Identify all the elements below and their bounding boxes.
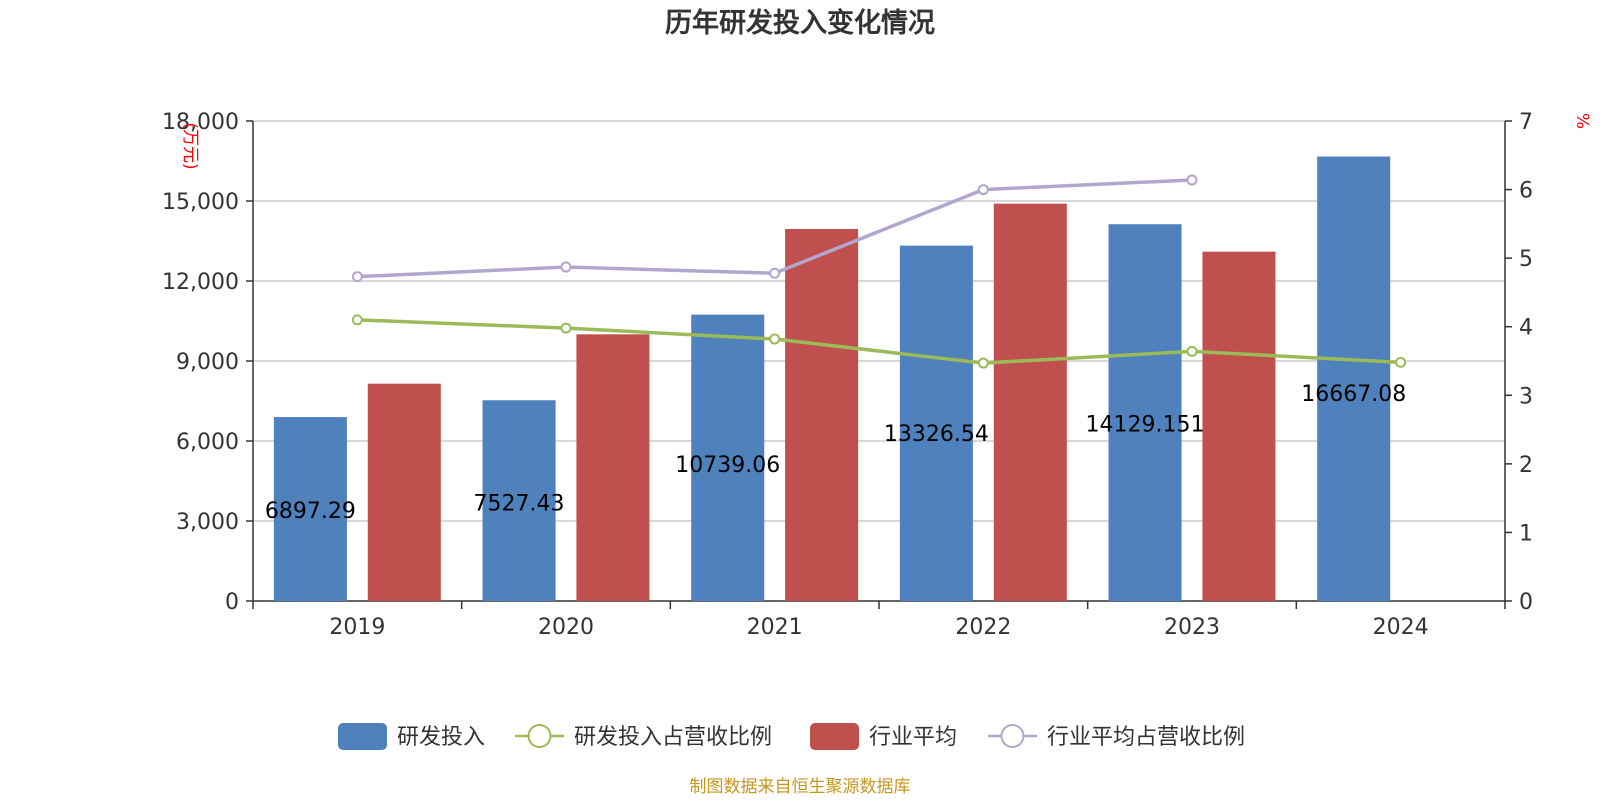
legend-item-行业平均: 行业平均 xyxy=(810,723,957,750)
x-tick-label: 2019 xyxy=(329,615,385,640)
y-left-tick-label: 18,000 xyxy=(162,110,239,135)
y-left-tick-label: 15,000 xyxy=(162,190,239,215)
legend-marker xyxy=(1000,724,1025,748)
point-研发投入占营收比例 xyxy=(1186,345,1198,357)
line-研发投入占营收比例 xyxy=(357,318,1401,365)
y-right-tick-label: 6 xyxy=(1519,179,1533,204)
bar-行业平均-2019 xyxy=(367,383,441,601)
data-label: 13326.54 xyxy=(884,422,989,447)
point-行业平均占营收比例 xyxy=(351,271,363,283)
legend-item-行业平均占营收比例: 行业平均占营收比例 xyxy=(988,724,1245,750)
axis-layer: 0 3,000 6,000 9,000 12,000 15,000 18,000 0 1 2 3 4 5… xyxy=(162,110,1592,640)
legend-marker xyxy=(527,724,552,748)
bar-研发投入-2020 xyxy=(482,400,556,601)
y-right-tick-label: 1 xyxy=(1519,521,1533,546)
bar-研发投入-2024 xyxy=(1317,156,1391,601)
x-tick-label: 2021 xyxy=(747,615,803,640)
point-研发投入占营收比例 xyxy=(560,322,572,334)
point-行业平均占营收比例 xyxy=(769,267,781,279)
x-tick-label: 2022 xyxy=(955,615,1011,640)
legend-swatch xyxy=(338,723,387,750)
y-right-tick-label: 7 xyxy=(1519,110,1533,135)
y-left-unit-label: (万元) xyxy=(180,122,200,169)
y-right-tick-label: 2 xyxy=(1519,453,1533,478)
bar-行业平均-2021 xyxy=(785,229,859,601)
x-tick-label: 2024 xyxy=(1373,615,1429,640)
y-left-tick-label: 0 xyxy=(225,590,239,615)
point-研发投入占营收比例 xyxy=(351,314,363,326)
legend-item-研发投入占营收比例: 研发投入占营收比例 xyxy=(515,724,772,750)
x-tick-label: 2020 xyxy=(538,615,594,640)
point-研发投入占营收比例 xyxy=(769,333,781,345)
y-left-tick-label: 6,000 xyxy=(176,430,239,455)
bar-行业平均-2023 xyxy=(1202,251,1276,601)
point-研发投入占营收比例 xyxy=(1395,356,1407,368)
point-行业平均占营收比例 xyxy=(1186,174,1198,186)
y-right-unit-label: % xyxy=(1572,113,1592,129)
y-right-tick-label: 5 xyxy=(1519,247,1533,272)
point-行业平均占营收比例 xyxy=(560,261,572,273)
legend-swatch xyxy=(810,723,859,750)
grid-layer xyxy=(253,120,1505,522)
chart-title: 历年研发投入变化情况 xyxy=(665,7,935,39)
y-right-tick-label: 4 xyxy=(1519,316,1533,341)
label-layer: 6897.29 7527.43 10739.06 13326.54 14129.151 1… xyxy=(265,382,1406,524)
data-label: 10739.06 xyxy=(675,453,780,478)
y-left-tick-label: 9,000 xyxy=(176,350,239,375)
bar-layer xyxy=(273,156,1391,601)
bar-行业平均-2022 xyxy=(993,203,1067,601)
legend-label: 研发投入 xyxy=(397,725,485,750)
bar-研发投入-2021 xyxy=(691,314,765,601)
line-layer xyxy=(351,174,1407,369)
data-label: 14129.151 xyxy=(1086,412,1205,437)
legend-label: 行业平均占营收比例 xyxy=(1047,725,1245,750)
point-研发投入占营收比例 xyxy=(977,357,989,369)
y-right-tick-label: 0 xyxy=(1519,590,1533,615)
data-label: 6897.29 xyxy=(265,499,356,524)
legend-label: 研发投入占营收比例 xyxy=(574,725,772,750)
y-right-tick-label: 3 xyxy=(1519,384,1533,409)
legend-label: 行业平均 xyxy=(869,725,957,750)
data-label: 7527.43 xyxy=(474,492,565,517)
bar-研发投入-2019 xyxy=(273,417,347,601)
legend: 研发投入 研发投入占营收比例 行业平均 行业平均占营收比例 xyxy=(338,723,1245,750)
data-label: 16667.08 xyxy=(1301,382,1406,407)
bar-行业平均-2020 xyxy=(576,334,650,601)
y-left-tick-label: 3,000 xyxy=(176,510,239,535)
point-行业平均占营收比例 xyxy=(977,184,989,196)
source-note: 制图数据来自恒生聚源数据库 xyxy=(690,777,911,797)
x-tick-label: 2023 xyxy=(1164,615,1220,640)
bar-研发投入-2023 xyxy=(1108,224,1182,601)
y-left-tick-label: 12,000 xyxy=(162,270,239,295)
bar-研发投入-2022 xyxy=(899,245,973,601)
legend-item-研发投入: 研发投入 xyxy=(338,723,485,750)
